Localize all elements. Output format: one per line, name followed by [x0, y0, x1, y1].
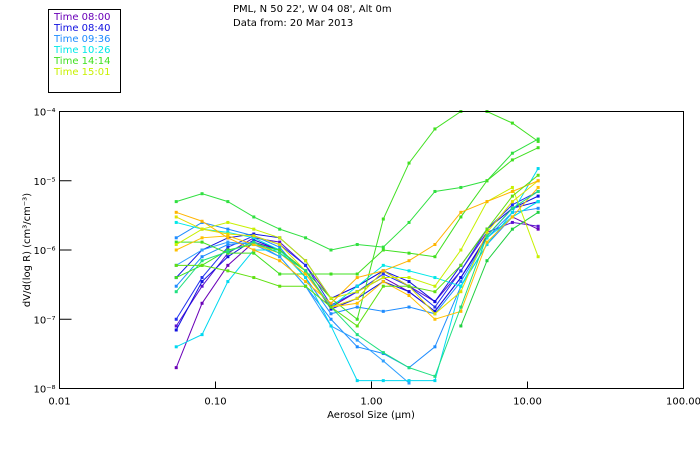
series-18: [174, 189, 540, 378]
series-11: [174, 137, 540, 252]
series-19: [174, 173, 540, 328]
series-line: [176, 111, 539, 321]
series-line: [176, 187, 539, 320]
chart-title-date: Data from: 20 Mar 2013: [233, 18, 354, 29]
legend-entry: Time 15:01: [54, 67, 111, 78]
series-line: [175, 186, 539, 299]
legend: Time 08:00 Time 08:40 Time 09:36 Time 10…: [48, 9, 121, 93]
series-6: [174, 200, 540, 370]
legend-entry: Time 10:26: [54, 45, 111, 56]
series-line: [175, 191, 539, 377]
y-axis-label: dV/d(log R) (cm³/cm⁻³): [22, 193, 33, 307]
series-line: [176, 174, 539, 327]
x-tick-label: 0.01: [48, 397, 70, 408]
legend-entry: Time 09:36: [54, 34, 111, 45]
y-tick-label: 10⁻⁸: [33, 385, 55, 396]
series-line: [175, 201, 539, 331]
legend-entry: Time 08:00: [54, 12, 111, 23]
x-tick-label: 0.10: [204, 397, 226, 408]
series-10: [174, 110, 540, 321]
y-tick-label: 10⁻⁷: [33, 315, 55, 326]
plot-frame: [59, 111, 684, 389]
x-tick-label: 10.00: [513, 397, 542, 408]
x-tick-label: 1.00: [360, 397, 382, 408]
series-line: [176, 147, 539, 275]
legend-entry: Time 08:40: [54, 23, 111, 34]
series-16: [174, 179, 540, 305]
series-line: [175, 201, 539, 369]
legend-entry: Time 14:14: [54, 56, 111, 67]
series-line: [176, 180, 539, 304]
chart-title-location: PML, N 50 22', W 04 08', Alt 0m: [233, 4, 392, 15]
y-tick-label: 10⁻⁶: [33, 246, 55, 257]
x-tick-label: 100.00: [666, 397, 700, 408]
y-tick-label: 10⁻⁴: [33, 108, 55, 119]
x-axis-label: Aerosol Size (µm): [327, 410, 415, 421]
series-12: [174, 146, 540, 276]
series-line: [176, 138, 539, 251]
y-tick-label: 10⁻⁵: [33, 177, 55, 188]
series-line: [176, 180, 539, 315]
series-14: [174, 185, 540, 300]
